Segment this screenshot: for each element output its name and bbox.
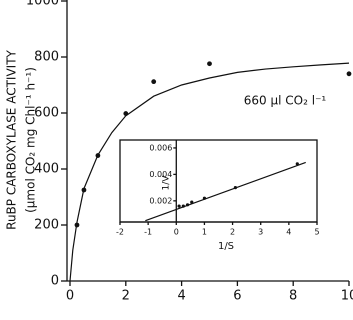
y-axis-unit: (µmol CO₂ mg Chl⁻¹ h⁻¹) xyxy=(24,67,38,213)
y-tick-label: 0.006 xyxy=(149,143,172,152)
y-tick-label: 1000 xyxy=(26,0,59,9)
y-tick-label: 0 xyxy=(51,274,59,289)
x-tick-label: -1 xyxy=(144,228,152,237)
fit-curve xyxy=(145,161,306,222)
x-tick-label: 4 xyxy=(177,289,185,304)
y-tick-label: 600 xyxy=(34,106,59,121)
y-tick-label: 0.004 xyxy=(149,170,172,179)
x-tick-label: 0 xyxy=(66,289,74,304)
x-tick-label: 0 xyxy=(174,228,179,237)
inset-y-title: 1/V xyxy=(162,175,172,191)
x-tick-label: 4 xyxy=(286,228,291,237)
y-tick-label: 800 xyxy=(34,50,59,65)
x-tick-label: -2 xyxy=(116,228,124,237)
x-tick-label: 5 xyxy=(314,228,319,237)
y-tick-label: 0.002 xyxy=(149,196,172,205)
y-tick-label: 200 xyxy=(34,218,59,233)
data-point xyxy=(151,79,157,85)
x-tick-label: 3 xyxy=(258,228,263,237)
x-tick-label: 10 xyxy=(341,289,353,304)
data-point xyxy=(177,204,181,208)
x-tick-label: 1 xyxy=(202,228,207,237)
data-point xyxy=(207,61,212,67)
x-tick-label: 6 xyxy=(233,289,241,304)
inset-x-title: 1/S xyxy=(218,241,234,252)
x-tick-label: 8 xyxy=(289,289,297,304)
annotation: 660 µl CO₂ l⁻¹ xyxy=(244,94,327,108)
x-tick-label: 2 xyxy=(122,289,130,304)
data-point xyxy=(295,162,299,166)
data-point xyxy=(346,71,352,77)
y-tick-label: 400 xyxy=(34,162,59,177)
x-tick-label: 2 xyxy=(230,228,235,237)
fit-curve xyxy=(69,62,350,282)
y-axis-title: RuBP CARBOXYLASE ACTIVITY xyxy=(5,49,19,229)
